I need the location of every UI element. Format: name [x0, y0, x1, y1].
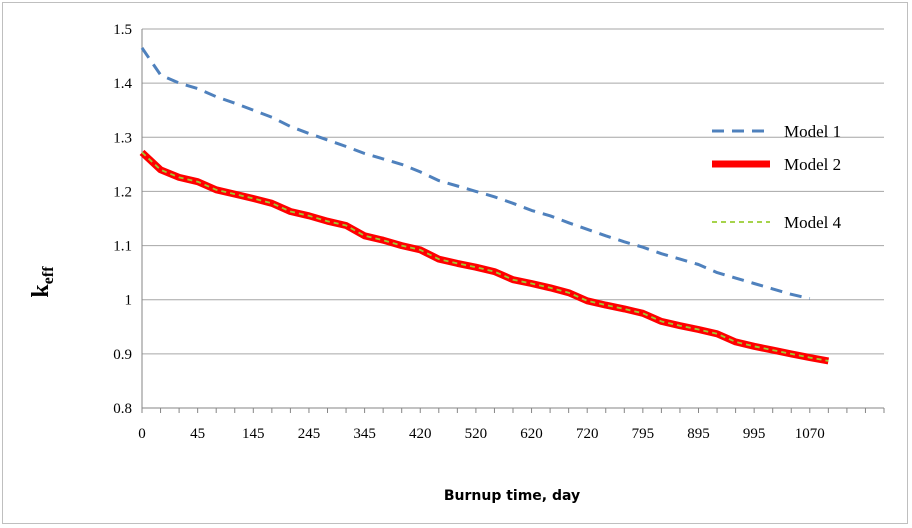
legend-label: Model 2	[784, 155, 841, 174]
y-tick-label: 1.5	[113, 22, 132, 38]
x-tick-label: 620	[520, 426, 543, 442]
y-axis-label: keff	[28, 266, 57, 298]
x-tick-label: 1070	[795, 426, 825, 442]
y-axis-label-sub: eff	[40, 266, 57, 284]
x-tick-label: 795	[632, 426, 655, 442]
x-tick-label: 145	[242, 426, 265, 442]
legend: Model 1 Model 2 Model 4	[712, 122, 842, 232]
axes	[141, 29, 885, 413]
x-tick-label: 895	[687, 426, 710, 442]
x-tick-label: 345	[353, 426, 376, 442]
grid	[142, 28, 884, 355]
y-tick-label: 1.1	[113, 239, 132, 255]
y-tick-label: 0.8	[113, 401, 132, 417]
x-tick-label: 0	[138, 426, 146, 442]
x-tick-label: 995	[743, 426, 766, 442]
y-tick-label: 0.9	[113, 347, 132, 363]
series-layer	[139, 47, 830, 365]
legend-label: Model 4	[784, 213, 842, 232]
series-line-model-1	[140, 47, 811, 301]
x-tick-label: 245	[298, 426, 321, 442]
series-line-model-2	[139, 149, 830, 365]
series-line-model-4	[141, 151, 829, 362]
y-tick-label: 1.4	[113, 76, 132, 92]
x-tick-label: 45	[190, 426, 205, 442]
y-tick-label: 1.3	[113, 130, 132, 146]
x-axis-label: Burnup time, day	[444, 488, 580, 504]
y-axis-label-main: k	[28, 284, 54, 298]
x-tick-label: 420	[409, 426, 432, 442]
x-tick-label: 520	[465, 426, 488, 442]
y-tick-label: 1	[125, 293, 133, 309]
tick-labels: 1.5 1.4 1.3 1.2 1.1 1 0.9 0.8 0 45 145 245 345 420 520…	[113, 22, 825, 442]
legend-label: Model 1	[784, 122, 841, 141]
y-tick-label: 1.2	[113, 184, 132, 200]
x-tick-label: 720	[576, 426, 599, 442]
